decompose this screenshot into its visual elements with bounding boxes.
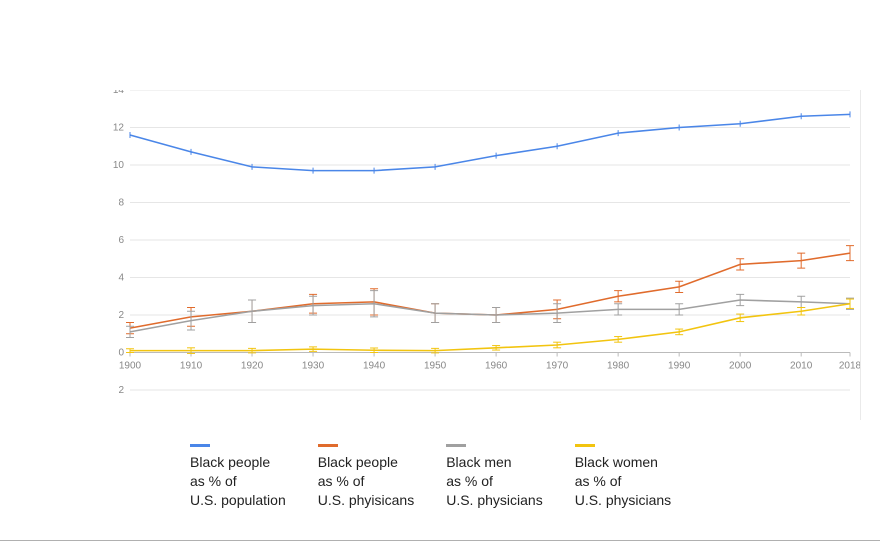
legend-swatch — [318, 444, 338, 447]
legend-label-line: Black women — [575, 453, 658, 472]
y-tick-label: 2 — [118, 385, 124, 396]
y-tick-label: 8 — [118, 198, 124, 209]
series-line-black_men_physicians_pct — [130, 300, 850, 332]
footer-divider — [0, 540, 880, 541]
x-tick-label: 2000 — [729, 361, 752, 372]
legend-label-line: Black people — [318, 453, 398, 472]
series-line-black_women_physicians_pct — [130, 304, 850, 351]
y-tick-label: 6 — [118, 235, 124, 246]
chart-container: 2 0 2 4 6 8 10 12 14 1900 1910 1920 1930 1940 1950 1960… — [100, 90, 861, 420]
x-tick-label: 2010 — [790, 361, 813, 372]
legend-entry-black_population_pct: Black peopleas % ofU.S. population — [190, 444, 286, 510]
legend: Black peopleas % ofU.S. populationBlack … — [190, 444, 800, 510]
page-root: { "chart": { "type": "line", "background… — [0, 0, 880, 560]
x-tick-label: 1920 — [241, 361, 264, 372]
y-tick-label: 12 — [113, 123, 125, 134]
x-tick-label: 2018 — [839, 361, 860, 372]
x-tick-label: 1900 — [119, 361, 142, 372]
x-tick-label: 1910 — [180, 361, 203, 372]
y-tick-label: 2 — [118, 310, 124, 321]
legend-label-line: U.S. population — [190, 491, 286, 510]
y-tick-label: 0 — [118, 348, 124, 359]
legend-label-line: U.S. physicians — [446, 491, 542, 510]
x-tick-label: 1990 — [668, 361, 691, 372]
legend-label-line: U.S. physicians — [575, 491, 671, 510]
legend-label-line: Black men — [446, 453, 511, 472]
line-chart: 2 0 2 4 6 8 10 12 14 1900 1910 1920 1930 1940 1950 1960… — [100, 90, 860, 420]
y-tick-label: 14 — [113, 90, 125, 96]
legend-label-line: as % of — [318, 472, 365, 491]
legend-entry-black_men_physicians_pct: Black menas % ofU.S. physicians — [446, 444, 542, 510]
legend-label-line: as % of — [190, 472, 237, 491]
legend-swatch — [190, 444, 210, 447]
x-tick-label: 1930 — [302, 361, 325, 372]
legend-label-line: as % of — [446, 472, 493, 491]
y-tick-label: 10 — [113, 160, 125, 171]
x-tick-label: 1980 — [607, 361, 630, 372]
legend-label-line: U.S. phyisicans — [318, 491, 414, 510]
y-tick-label: 4 — [118, 273, 124, 284]
x-tick-label: 1940 — [363, 361, 386, 372]
legend-label-line: Black people — [190, 453, 270, 472]
x-tick-label: 1970 — [546, 361, 569, 372]
legend-swatch — [575, 444, 595, 447]
x-tick-label: 1950 — [424, 361, 447, 372]
legend-entry-black_women_physicians_pct: Black womenas % ofU.S. physicians — [575, 444, 671, 510]
legend-entry-black_physicians_pct: Black peopleas % ofU.S. phyisicans — [318, 444, 414, 510]
legend-swatch — [446, 444, 466, 447]
x-tick-label: 1960 — [485, 361, 508, 372]
legend-label-line: as % of — [575, 472, 622, 491]
series-line-black_population_pct — [130, 114, 850, 170]
